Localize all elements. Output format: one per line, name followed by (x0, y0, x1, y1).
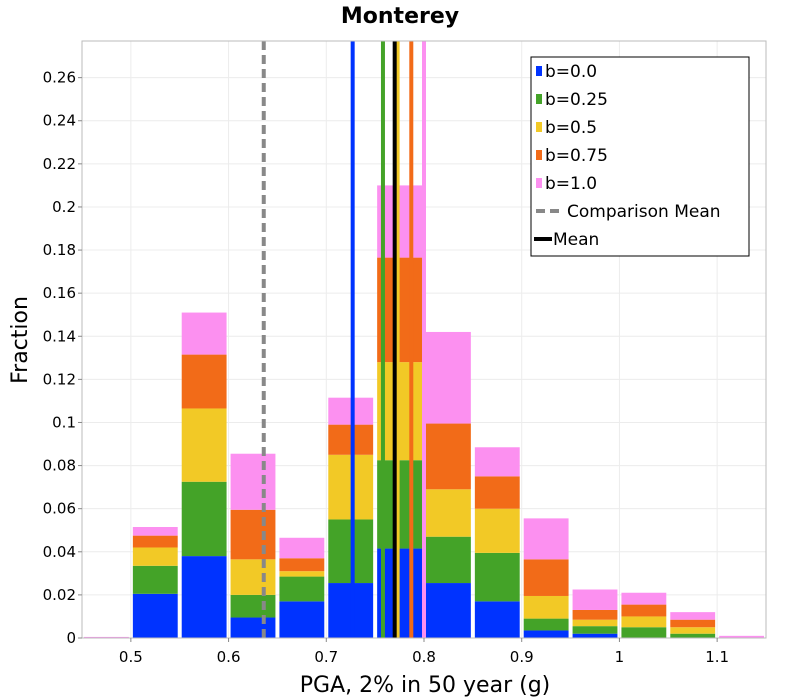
bar-segment (621, 616, 667, 628)
legend-swatch (536, 150, 542, 160)
legend-label: b=0.75 (545, 146, 608, 166)
bar-segment (181, 556, 227, 638)
legend-swatch (536, 66, 542, 76)
y-tick-label: 0.24 (43, 112, 76, 130)
x-tick-label: 1.1 (705, 648, 729, 666)
legend-label: b=0.5 (545, 118, 597, 138)
y-tick-label: 0.22 (43, 155, 76, 173)
x-tick-label: 1 (615, 648, 625, 666)
bar-segment (670, 627, 716, 634)
legend-label: Mean (553, 230, 599, 250)
legend-label: b=1.0 (545, 174, 597, 194)
bar-segment (426, 423, 471, 490)
bar-segment (523, 618, 569, 631)
y-axis-label: Fraction (8, 296, 33, 384)
bar-segment (572, 609, 618, 620)
y-tick-label: 0.06 (43, 500, 76, 518)
bar-segment (279, 571, 325, 577)
bar-segment (279, 558, 325, 572)
bar-segment (230, 617, 276, 638)
legend-swatch (536, 122, 542, 132)
bar-segment (426, 536, 471, 584)
y-axis-ticks: 0 0.02 0.04 0.06 0.08 0.1 0.12 0.14 0.16 0.18 0.2 0… (43, 69, 82, 647)
x-tick-label: 0.8 (412, 648, 436, 666)
x-tick-label: 0.5 (119, 648, 143, 666)
x-tick-label: 0.7 (314, 648, 338, 666)
bar-segment (572, 589, 618, 610)
x-axis-label: PGA, 2% in 50 year (g) (300, 673, 551, 698)
bar-segment (572, 619, 618, 627)
legend-label: b=0.0 (545, 62, 597, 82)
bar-segment (523, 559, 569, 596)
bar-segment (230, 453, 276, 510)
bar-segment (523, 630, 569, 638)
x-axis-ticks: 0.5 0.6 0.7 0.8 0.9 1 1.1 (119, 638, 729, 666)
bar-segment (670, 612, 716, 620)
y-tick-label: 0.26 (43, 69, 76, 87)
bar-segment (474, 508, 520, 553)
bar-segment (181, 481, 227, 557)
bar-segment (181, 408, 227, 482)
y-tick-label: 0.02 (43, 586, 76, 604)
legend-label: b=0.25 (545, 90, 608, 110)
bar-segment (474, 447, 520, 477)
bar-segment (572, 626, 618, 634)
bar-segment (523, 518, 569, 560)
legend-box (530, 56, 750, 257)
bar-segment (621, 592, 667, 605)
legend-swatch (536, 94, 542, 104)
bar-segment (474, 601, 520, 638)
bar-segment (132, 565, 178, 594)
bar-segment (84, 636, 129, 638)
x-tick-label: 0.9 (510, 648, 534, 666)
reference-lines (261, 41, 426, 638)
bar-segment (719, 635, 764, 638)
x-tick-label: 0.6 (217, 648, 241, 666)
bar-segment (279, 601, 325, 638)
bar-segment (426, 489, 471, 537)
bar-segment (132, 527, 178, 536)
bar-segment (621, 604, 667, 617)
bar-segment (426, 331, 471, 424)
y-tick-label: 0.08 (43, 457, 76, 475)
bar-segment (230, 509, 276, 560)
bar-segment (181, 354, 227, 409)
bar-segment (279, 537, 325, 559)
bar-segment (621, 627, 667, 638)
bar-segment (523, 595, 569, 619)
bar-segment (230, 594, 276, 618)
bar-segment (132, 593, 178, 638)
bar-segment (670, 633, 716, 638)
legend: b=0.0 b=0.25 b=0.5 b=0.75 b=1.0 Comparison Me… (530, 56, 750, 257)
y-tick-label: 0.2 (52, 198, 76, 216)
bar-segment (230, 559, 276, 595)
bar-segment (181, 312, 227, 355)
legend-label: Comparison Mean (567, 202, 721, 222)
legend-swatch (536, 178, 542, 188)
y-tick-label: 0.1 (52, 413, 76, 431)
bar-segment (670, 619, 716, 628)
bar-segment (132, 535, 178, 548)
y-tick-label: 0 (66, 629, 76, 647)
y-tick-label: 0.04 (43, 543, 76, 561)
bar-segment (572, 633, 618, 638)
y-tick-label: 0.14 (43, 327, 76, 345)
y-tick-label: 0.18 (43, 241, 76, 259)
bar-segment (474, 476, 520, 509)
bar-segment (132, 547, 178, 566)
bar-segment (474, 552, 520, 602)
y-tick-label: 0.12 (43, 370, 76, 388)
chart-title: Monterey (341, 4, 459, 29)
bar-segment (279, 576, 325, 602)
bar-segment (426, 583, 471, 638)
y-tick-label: 0.16 (43, 284, 76, 302)
